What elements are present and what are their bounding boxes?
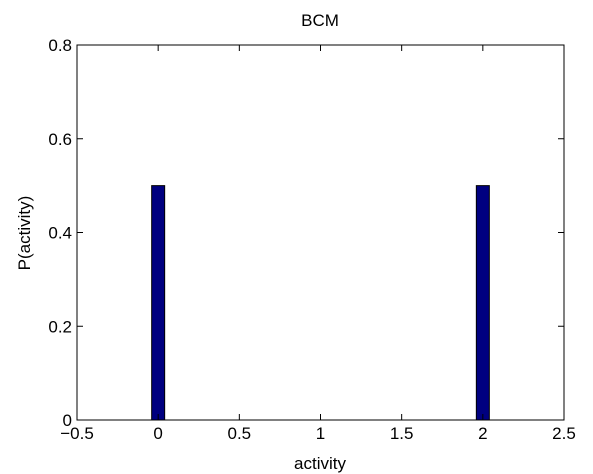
y-tick-label: 0.8 bbox=[48, 36, 72, 55]
x-tick-label: 0 bbox=[153, 424, 162, 443]
y-tick-label: 0.4 bbox=[48, 224, 72, 243]
x-tick-label: −0.5 bbox=[60, 424, 94, 443]
x-tick-label: 2.5 bbox=[552, 424, 576, 443]
y-tick-label: 0.2 bbox=[48, 317, 72, 336]
x-tick-label: 1 bbox=[316, 424, 325, 443]
bar-0 bbox=[151, 185, 166, 421]
x-tick-label: 1.5 bbox=[390, 424, 414, 443]
y-axis-label: P(activity) bbox=[15, 196, 34, 271]
y-tick-label: 0 bbox=[63, 411, 72, 430]
x-tick-label: 2 bbox=[478, 424, 487, 443]
y-tick-label: 0.6 bbox=[48, 130, 72, 149]
chart-title: BCM bbox=[301, 11, 339, 30]
plot-area bbox=[76, 44, 565, 421]
bar-1 bbox=[475, 185, 490, 421]
x-axis-label: activity bbox=[294, 454, 346, 473]
x-tick-label: 0.5 bbox=[228, 424, 252, 443]
